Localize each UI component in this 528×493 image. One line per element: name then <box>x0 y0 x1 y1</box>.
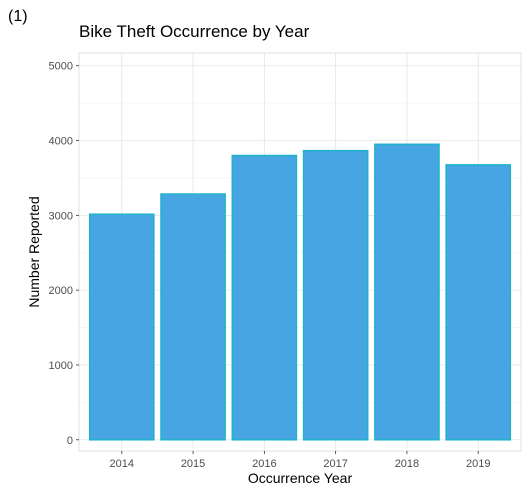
x-tick-label: 2016 <box>252 458 276 470</box>
bar-2018 <box>374 143 440 441</box>
panel-tag: (1) <box>8 8 28 25</box>
x-axis-ticks: 2014 2015 2016 2017 2018 2019 <box>110 451 490 470</box>
y-tick-label: 1000 <box>49 360 73 372</box>
bars <box>88 143 512 441</box>
bar-2016 <box>231 154 298 441</box>
y-tick-label: 4000 <box>49 136 73 148</box>
y-tick-label: 0 <box>67 435 73 447</box>
panel-border <box>78 52 522 452</box>
x-tick-label: 2017 <box>323 458 347 470</box>
x-tick-label: 2019 <box>466 458 490 470</box>
chart-title: Bike Theft Occurrence by Year <box>79 22 310 41</box>
y-axis-title: Number Reported <box>26 196 42 307</box>
x-tick-label: 2014 <box>110 458 134 470</box>
y-tick-label: 3000 <box>49 210 73 222</box>
x-tick-label: 2018 <box>395 458 419 470</box>
bar-2015 <box>160 193 226 441</box>
y-tick-label: 5000 <box>49 61 73 73</box>
bar-2019 <box>445 164 512 441</box>
bar-2014 <box>88 213 155 441</box>
bar-2017 <box>302 149 369 441</box>
y-tick-label: 2000 <box>49 285 73 297</box>
y-axis-ticks: 0 1000 2000 3000 4000 5000 <box>49 61 79 447</box>
x-axis-title: Occurrence Year <box>248 470 353 486</box>
x-tick-label: 2015 <box>181 458 205 470</box>
